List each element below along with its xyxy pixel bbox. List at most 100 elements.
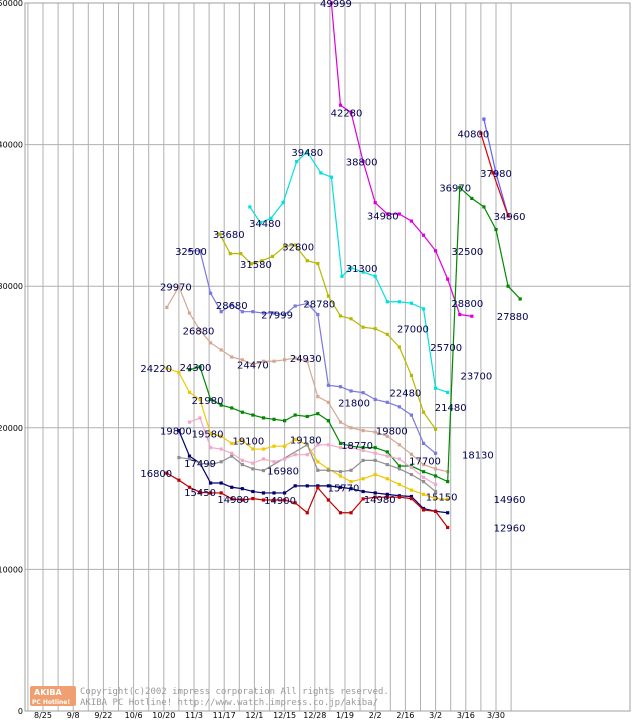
data-point [165, 471, 169, 475]
data-point [198, 249, 202, 253]
data-label: 24930 [290, 354, 322, 365]
data-label: 19800 [376, 427, 408, 438]
data-point [373, 495, 377, 499]
data-point [283, 491, 287, 495]
data-label: 15770 [328, 484, 360, 495]
data-point [329, 175, 334, 179]
data-point [230, 355, 234, 359]
data-point [470, 196, 474, 201]
data-labels: 49999 42280 40800 39480 38800 37980 36970 34480… [140, 0, 528, 534]
x-tick-label: 9/8 [67, 711, 80, 720]
data-point [470, 314, 474, 318]
data-point [230, 497, 234, 501]
data-point [373, 201, 377, 205]
data-point [240, 498, 244, 502]
data-point [251, 489, 255, 494]
data-point [165, 305, 169, 310]
data-point [261, 491, 266, 495]
data-point [219, 460, 223, 464]
data-point [326, 498, 330, 502]
data-point [340, 274, 344, 278]
data-point [421, 470, 426, 474]
data-label: 19800 [160, 427, 192, 438]
data-point [421, 475, 426, 479]
data-label: 18130 [462, 450, 494, 461]
data-point [283, 358, 287, 362]
data-point [518, 297, 522, 301]
data-point [409, 219, 414, 223]
data-point [283, 244, 287, 249]
data-point [283, 312, 287, 317]
x-tick-label: 12/1 [245, 711, 263, 720]
data-point [506, 284, 510, 288]
data-point [240, 487, 244, 491]
data-point [482, 117, 486, 121]
data-point [373, 397, 377, 402]
data-point [397, 495, 401, 499]
data-point [361, 497, 365, 501]
data-point [397, 300, 401, 304]
data-label: 38800 [346, 158, 378, 169]
data-point [446, 480, 450, 484]
data-point [361, 448, 365, 453]
data-point [293, 453, 297, 457]
data-point [258, 221, 263, 225]
x-tick-label: 10/6 [125, 711, 143, 720]
data-point [361, 270, 365, 274]
data-label: 27000 [397, 325, 429, 336]
data-point [409, 497, 414, 501]
series-9 [177, 443, 438, 494]
data-point [361, 325, 365, 329]
series-line [249, 151, 448, 393]
data-point [397, 212, 401, 216]
data-point [261, 359, 266, 363]
data-point [446, 511, 450, 515]
data-point [198, 416, 202, 420]
data-point [434, 427, 438, 431]
data-point [177, 429, 181, 433]
data-label: 28680 [216, 301, 248, 312]
data-point [385, 495, 389, 499]
y-tick-label: 30000 [0, 282, 23, 291]
data-point [260, 259, 264, 263]
data-point [240, 438, 244, 443]
data-point [272, 311, 276, 315]
data-point [209, 446, 213, 450]
data-point [446, 277, 450, 281]
series-line [189, 186, 521, 483]
data-point [187, 457, 192, 461]
series-layer [165, 1, 522, 530]
data-point [349, 389, 353, 393]
data-point [385, 492, 389, 496]
data-point [316, 460, 320, 464]
data-point [373, 446, 377, 450]
series-5 [187, 185, 522, 484]
data-point [409, 494, 414, 499]
data-point [446, 390, 450, 394]
data-point [409, 413, 414, 417]
data-label: 12960 [494, 523, 526, 534]
data-label: 22480 [389, 389, 421, 400]
data-label: 34480 [249, 219, 281, 230]
data-point [434, 497, 438, 501]
data-point [421, 492, 426, 496]
data-label: 16980 [267, 467, 299, 478]
data-point [421, 307, 426, 311]
data-point [361, 446, 365, 450]
data-point [491, 171, 495, 175]
data-point [187, 454, 192, 458]
data-label: 24220 [140, 364, 172, 375]
data-point [349, 511, 353, 515]
series-0 [329, 1, 474, 318]
data-label: 33680 [213, 230, 245, 241]
data-point [261, 447, 266, 451]
data-point [230, 454, 234, 458]
data-point [397, 405, 401, 409]
data-point [305, 359, 309, 363]
data-point [219, 447, 223, 451]
data-label: 27999 [261, 311, 293, 322]
data-point [421, 508, 426, 512]
data-point [326, 383, 330, 387]
data-point [187, 420, 192, 424]
data-point [248, 205, 252, 209]
